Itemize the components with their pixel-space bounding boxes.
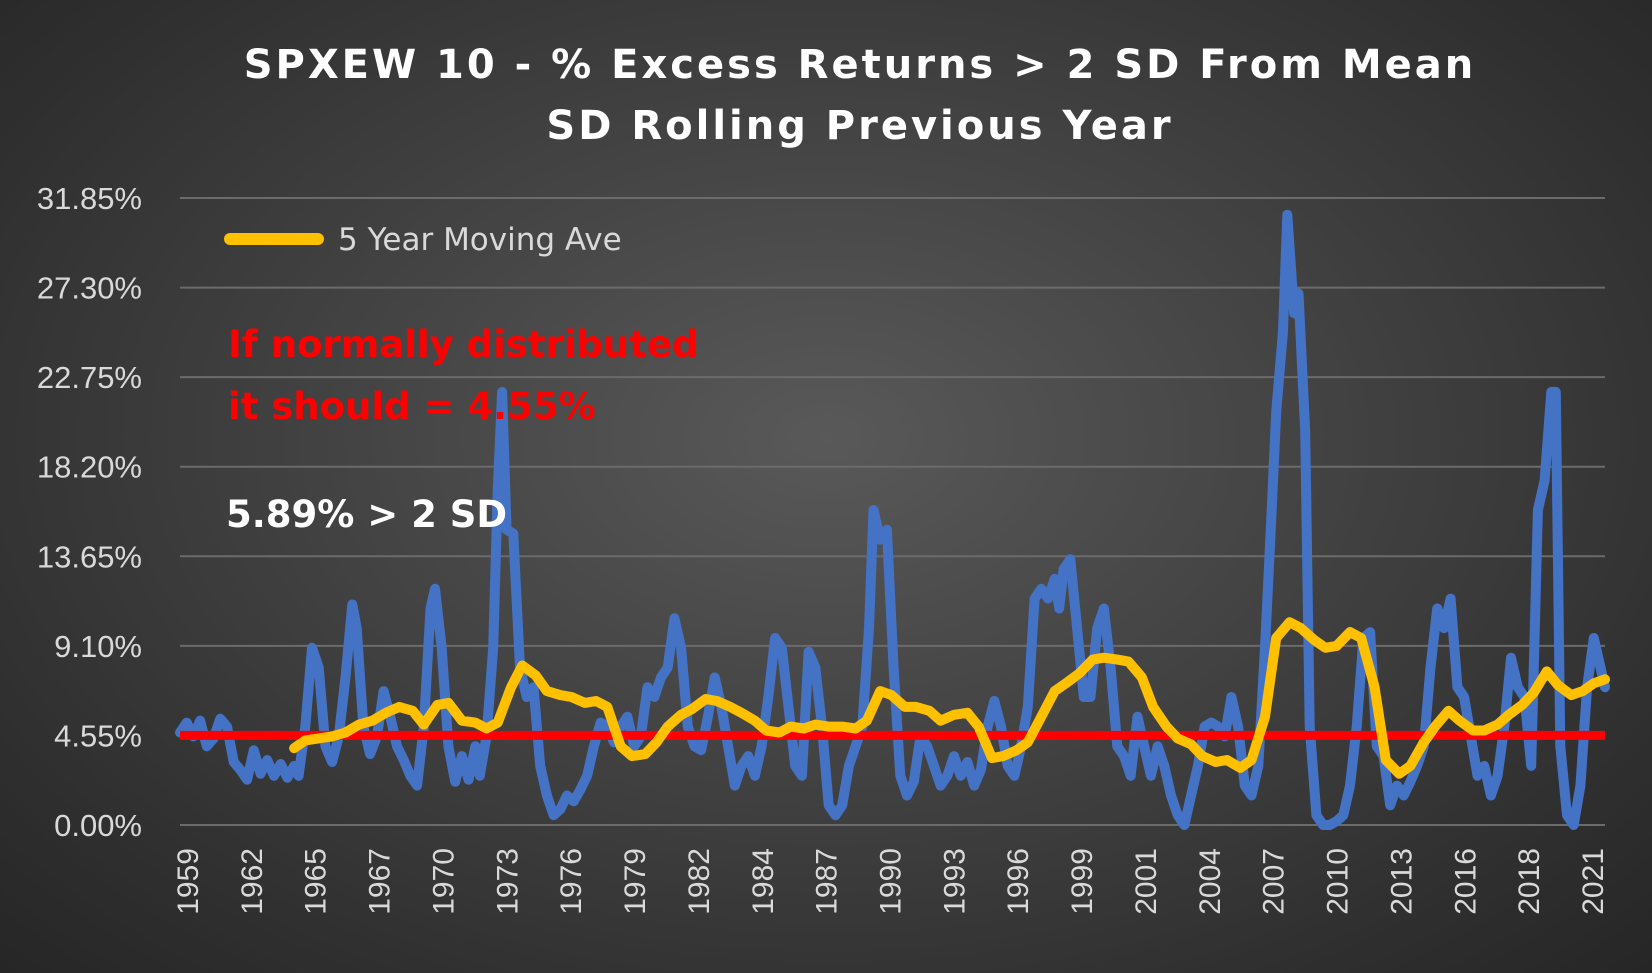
x-tick-label: 1973 xyxy=(491,848,524,915)
series-line-5-year-moving-ave xyxy=(289,617,1610,779)
x-tick-label: 2016 xyxy=(1449,848,1482,915)
x-tick-label: 1999 xyxy=(1066,848,1099,915)
annotation-normal-line2: it should = 4.55% xyxy=(228,385,596,428)
x-tick-label: 1982 xyxy=(683,848,716,915)
legend-label-moving-ave: 5 Year Moving Ave xyxy=(338,222,622,258)
x-tick-label: 1965 xyxy=(300,848,333,915)
y-tick-label: 22.75% xyxy=(37,360,142,395)
x-tick-label: 1967 xyxy=(364,848,397,915)
annotation-observed: 5.89% > 2 SD xyxy=(226,493,507,536)
y-tick-label: 27.30% xyxy=(37,271,142,306)
x-tick-label: 1970 xyxy=(427,848,460,915)
y-tick-label: 0.00% xyxy=(54,808,142,843)
x-tick-label: 2021 xyxy=(1577,848,1610,915)
x-tick-label: 1976 xyxy=(555,848,588,915)
series-line-excess-returns xyxy=(175,209,1610,830)
y-tick-label: 4.55% xyxy=(54,718,142,753)
x-tick-label: 1990 xyxy=(875,848,908,915)
y-tick-label: 13.65% xyxy=(37,539,142,574)
x-tick-label: 2001 xyxy=(1130,848,1163,915)
x-tick-label: 2007 xyxy=(1258,848,1291,915)
chart-title-line2: SD Rolling Previous Year xyxy=(546,103,1173,149)
x-tick-label: 1959 xyxy=(172,848,205,915)
chart-title-line1: SPXEW 10 - % Excess Returns > 2 SD From … xyxy=(244,42,1477,88)
x-tick-label: 1962 xyxy=(236,848,269,915)
x-tick-label: 2010 xyxy=(1322,848,1355,915)
x-axis-ticks: 1959 1962 1965 1967 1970 1973 1976 1979 1982 1984… xyxy=(172,848,1610,915)
y-axis-ticks: 0.00% 4.55% 9.10% 13.65% 18.20% 22.75% 27.30% 3… xyxy=(37,181,142,843)
annotation-normal-line1: If normally distributed xyxy=(228,323,699,366)
legend: 5 Year Moving Ave xyxy=(224,222,622,258)
x-tick-label: 1979 xyxy=(619,848,652,915)
y-tick-label: 31.85% xyxy=(37,181,142,216)
y-tick-label: 18.20% xyxy=(37,450,142,485)
x-tick-label: 1993 xyxy=(938,848,971,915)
x-tick-label: 2018 xyxy=(1513,848,1546,915)
y-tick-label: 9.10% xyxy=(54,629,142,664)
x-tick-label: 2013 xyxy=(1385,848,1418,915)
x-tick-label: 2004 xyxy=(1194,848,1227,915)
x-tick-label: 1984 xyxy=(747,848,780,915)
x-tick-label: 1996 xyxy=(1002,848,1035,915)
x-tick-label: 1987 xyxy=(811,848,844,915)
